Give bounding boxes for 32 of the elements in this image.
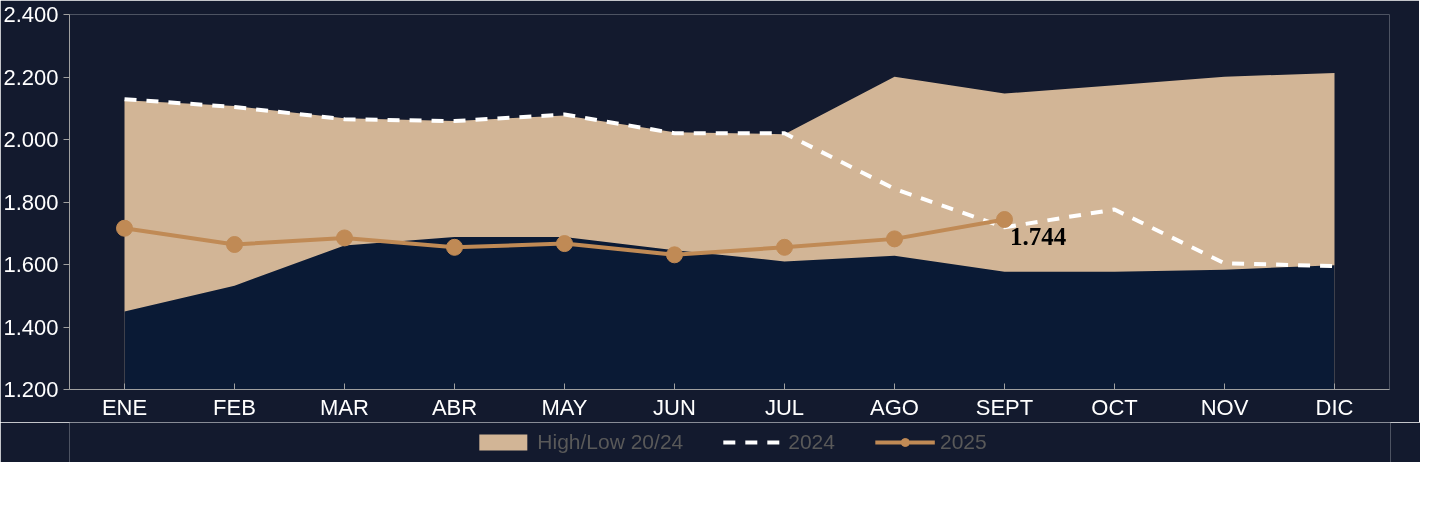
point bbox=[116, 219, 133, 237]
x-tick-label: ENE bbox=[101, 394, 148, 420]
y-tick-label: 2.400 bbox=[3, 2, 59, 27]
x-tick-label: OCT bbox=[1091, 394, 1138, 420]
point bbox=[226, 236, 243, 253]
x-tick-label: DIC bbox=[1315, 394, 1354, 420]
point bbox=[556, 235, 573, 253]
point bbox=[336, 229, 353, 247]
x-tick-label: NOV bbox=[1200, 394, 1249, 420]
x-tick-label: MAR bbox=[320, 394, 369, 420]
x-tick-label: ABR bbox=[431, 394, 478, 420]
point bbox=[996, 211, 1013, 228]
data-label: 1.744 bbox=[1010, 222, 1067, 250]
x-tick-label: FEB bbox=[213, 394, 256, 420]
x-tick-label: MAY bbox=[541, 394, 588, 420]
point bbox=[886, 230, 903, 248]
x-tick-label: SEPT bbox=[975, 394, 1034, 420]
x-tick-label: JUN bbox=[653, 394, 696, 420]
y-tick-label: 1.200 bbox=[3, 377, 59, 402]
y-tick-label: 2.000 bbox=[3, 127, 59, 152]
point bbox=[666, 246, 683, 264]
legend-label: 2024 bbox=[788, 430, 835, 454]
y-tick-label: 1.400 bbox=[3, 314, 59, 340]
point bbox=[446, 238, 463, 256]
x-tick-label: AGO bbox=[870, 394, 919, 420]
y-tick-label: 1.600 bbox=[3, 252, 59, 277]
legend-label: 2025 bbox=[939, 430, 987, 454]
point bbox=[776, 238, 793, 256]
y-tick-label: 1.800 bbox=[3, 189, 59, 215]
x-tick-label: JUL bbox=[764, 394, 805, 420]
legend-label: High/Low 20/24 bbox=[537, 430, 684, 454]
y-tick-label: 2.200 bbox=[3, 64, 59, 90]
